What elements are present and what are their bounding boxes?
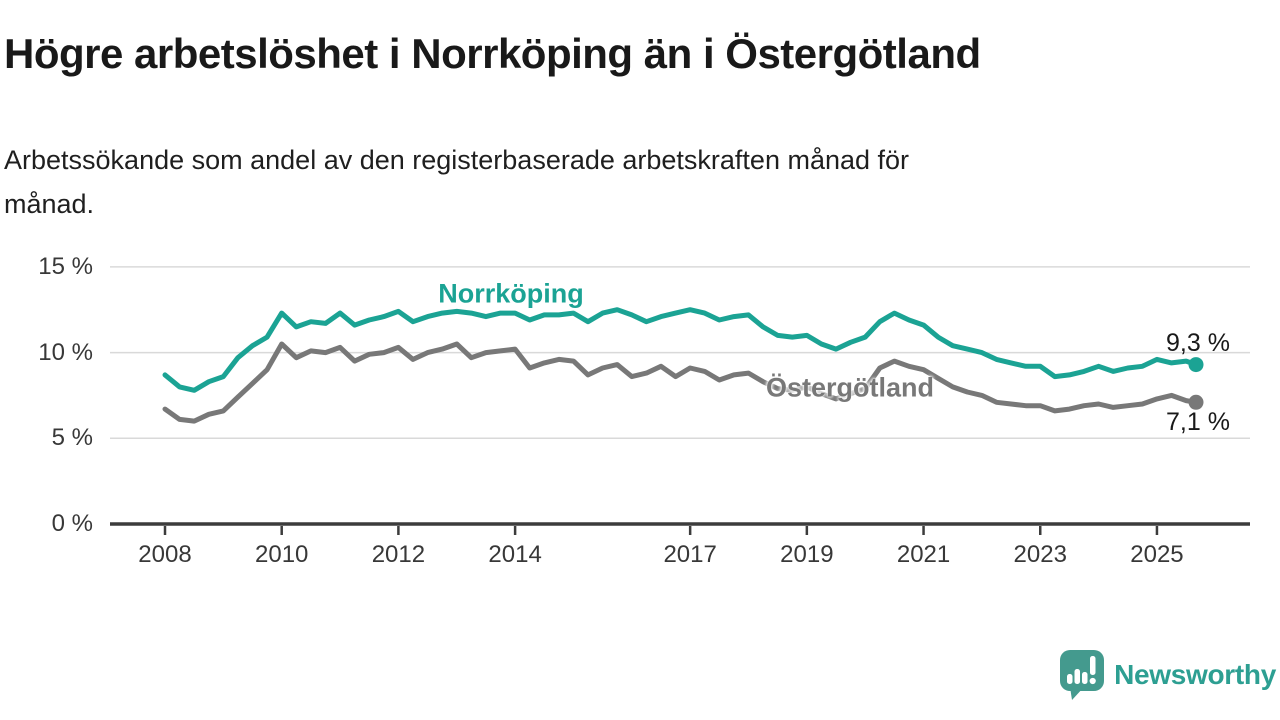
- series-label-ostergotland: Östergötland: [765, 372, 935, 403]
- chart-title: Högre arbetslöshet i Norrköping än i Öst…: [4, 30, 981, 77]
- x-axis-label: 2014: [488, 541, 542, 568]
- end-value-label-ostergotland: 7,1 %: [1166, 408, 1230, 436]
- chart-subtitle: Arbetssökande som andel av den registerb…: [4, 138, 909, 226]
- x-axis-label: 2010: [254, 541, 309, 568]
- newsworthy-logo-text: Newsworthy: [1114, 659, 1276, 690]
- y-axis-label: 0 %: [51, 510, 93, 537]
- newsworthy-logo: Newsworthy: [1059, 649, 1276, 701]
- y-axis-label: 10 %: [38, 338, 93, 366]
- x-axis-label: 2008: [138, 541, 192, 568]
- series-label-norrkoping: Norrköping: [438, 278, 584, 309]
- chart-subtitle-line2: månad.: [4, 189, 95, 219]
- x-axis-label: 2023: [1013, 541, 1067, 568]
- x-axis-label: 2019: [780, 541, 834, 568]
- newsworthy-logo-icon: [1060, 650, 1105, 700]
- x-axis-label: 2025: [1130, 541, 1184, 568]
- x-axis-label: 2012: [371, 541, 426, 568]
- y-axis-label: 15 %: [38, 252, 93, 280]
- chart-subtitle-line1: Arbetssökande som andel av den registerb…: [4, 145, 910, 175]
- x-axis-label: 2021: [896, 541, 951, 568]
- end-value-label-norrkoping: 9,3 %: [1166, 329, 1230, 357]
- x-axis-label: 2017: [663, 541, 717, 568]
- y-axis-label: 5 %: [51, 424, 93, 452]
